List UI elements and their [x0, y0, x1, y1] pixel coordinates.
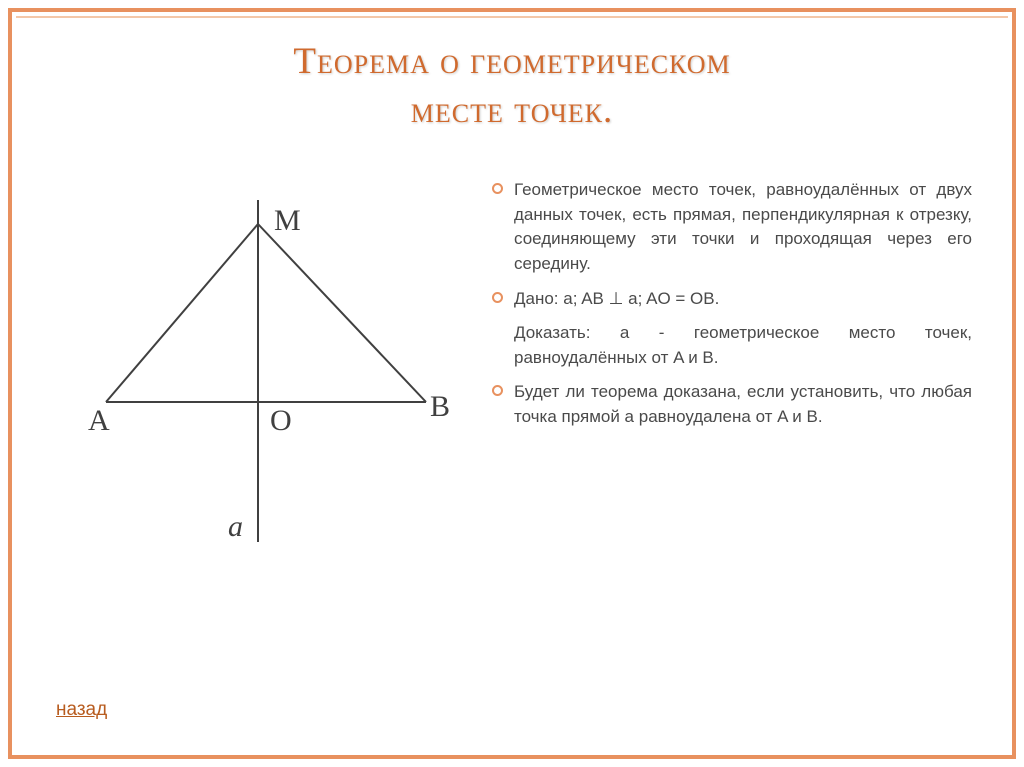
- triangle-diagram: [42, 172, 472, 612]
- slide-frame: Теорема о геометрическом месте точек. M …: [8, 8, 1016, 759]
- bullet-icon: [492, 178, 514, 277]
- label-O: O: [270, 404, 292, 438]
- paragraph-text: Дано: a; AB ⊥ a; AO = OB.: [514, 287, 972, 312]
- paragraph-text: Будет ли теорема доказана, если установи…: [514, 380, 972, 429]
- list-item: Геометрическое место точек, равноудалённ…: [492, 178, 972, 277]
- content-row: M A O B a Геометрическое место точек, ра…: [12, 142, 1012, 612]
- list-item: Дано: a; AB ⊥ a; AO = OB.: [492, 287, 972, 312]
- back-link[interactable]: назад: [56, 699, 107, 721]
- label-B: B: [430, 390, 450, 424]
- paragraph-text: Доказать: a - геометрическое место точек…: [514, 321, 972, 370]
- slide-title: Теорема о геометрическом месте точек.: [12, 12, 1012, 142]
- title-line-1: Теорема о геометрическом: [52, 40, 972, 83]
- text-panel: Геометрическое место точек, равноудалённ…: [492, 172, 972, 612]
- label-M: M: [274, 204, 301, 238]
- paragraph-text: Геометрическое место точек, равноудалённ…: [514, 178, 972, 277]
- frame-inner-accent: [16, 16, 1008, 18]
- diagram-panel: M A O B a: [42, 172, 472, 612]
- label-a: a: [228, 510, 243, 544]
- bullet-icon: [492, 380, 514, 429]
- title-line-2: месте точек.: [52, 89, 972, 132]
- bullet-icon: [492, 287, 514, 312]
- list-item: Будет ли теорема доказана, если установи…: [492, 380, 972, 429]
- label-A: A: [88, 404, 110, 438]
